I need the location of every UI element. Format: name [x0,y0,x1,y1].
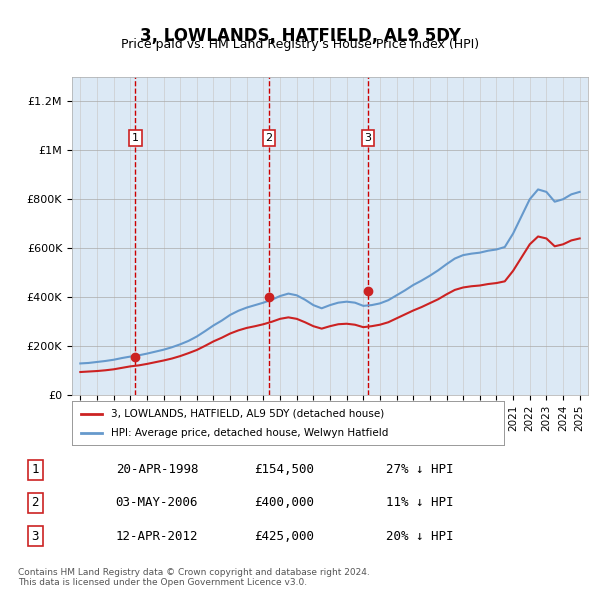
Text: 1: 1 [132,133,139,143]
Text: £425,000: £425,000 [254,529,314,543]
Text: 3, LOWLANDS, HATFIELD, AL9 5DY: 3, LOWLANDS, HATFIELD, AL9 5DY [140,27,460,45]
Text: 1: 1 [31,463,39,477]
Text: 20-APR-1998: 20-APR-1998 [116,463,198,477]
Text: 11% ↓ HPI: 11% ↓ HPI [386,496,454,510]
Text: 12-APR-2012: 12-APR-2012 [116,529,198,543]
Text: £400,000: £400,000 [254,496,314,510]
Text: HPI: Average price, detached house, Welwyn Hatfield: HPI: Average price, detached house, Welw… [111,428,388,438]
Text: Price paid vs. HM Land Registry's House Price Index (HPI): Price paid vs. HM Land Registry's House … [121,38,479,51]
Text: 2: 2 [31,496,39,510]
Text: Contains HM Land Registry data © Crown copyright and database right 2024.: Contains HM Land Registry data © Crown c… [18,568,370,576]
Text: £154,500: £154,500 [254,463,314,477]
Text: 3: 3 [31,529,39,543]
Text: 27% ↓ HPI: 27% ↓ HPI [386,463,454,477]
Text: This data is licensed under the Open Government Licence v3.0.: This data is licensed under the Open Gov… [18,578,307,587]
Text: 3: 3 [364,133,371,143]
Text: 03-MAY-2006: 03-MAY-2006 [116,496,198,510]
Text: 2: 2 [265,133,272,143]
Text: 3, LOWLANDS, HATFIELD, AL9 5DY (detached house): 3, LOWLANDS, HATFIELD, AL9 5DY (detached… [111,409,384,418]
Text: 20% ↓ HPI: 20% ↓ HPI [386,529,454,543]
